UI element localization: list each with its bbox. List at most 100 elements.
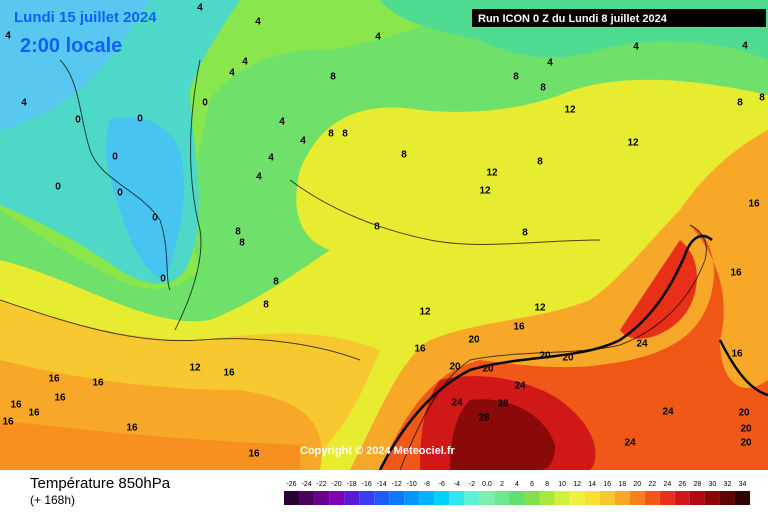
colorbar-label: -6	[439, 481, 445, 488]
contour-label: 16	[223, 368, 235, 379]
colorbar-label: -4	[454, 481, 460, 488]
field-title: Température 850hPa	[30, 475, 171, 492]
colorbar-swatch	[629, 491, 645, 505]
contour-label: 8	[513, 72, 519, 83]
contour-label: 8	[235, 227, 241, 238]
colorbar-swatch	[464, 491, 480, 505]
colorbar-swatch	[329, 491, 345, 505]
colorbar-swatch	[344, 491, 360, 505]
colorbar-swatch	[569, 491, 585, 505]
contour-label: 20	[468, 335, 480, 346]
colorbar-label: 6	[530, 481, 534, 488]
contour-label: 0	[117, 188, 123, 199]
contour-label: 8	[737, 98, 743, 109]
colorbar-label: -24	[301, 481, 311, 488]
contour-label: 0	[75, 115, 81, 126]
contour-label: 8	[537, 157, 543, 168]
contour-label: 4	[5, 31, 11, 42]
colorbar-label: -10	[407, 481, 417, 488]
colorbar-swatch	[509, 491, 525, 505]
run-info: Run ICON 0 Z du Lundi 8 juillet 2024	[478, 13, 668, 25]
colorbar-label: 18	[618, 481, 626, 488]
contour-label: 0	[137, 114, 143, 125]
colorbar-label: -12	[392, 481, 402, 488]
contour-label: 16	[48, 374, 60, 385]
colorbar-label: 8	[545, 481, 549, 488]
colorbar-label: -8	[424, 481, 430, 488]
contour-label: 0	[160, 274, 166, 285]
colorbar-swatch	[704, 491, 720, 505]
contour-label: 8	[401, 150, 407, 161]
contour-label: 24	[636, 339, 648, 350]
colorbar-swatch	[719, 491, 735, 505]
contour-label: 16	[731, 349, 743, 360]
contour-label: 12	[534, 303, 546, 314]
colorbar-swatch	[524, 491, 540, 505]
colorbar-swatch	[734, 491, 750, 505]
colorbar-swatch	[284, 491, 300, 505]
contour-label: 12	[564, 105, 576, 116]
contour-label: 4	[375, 32, 381, 43]
contour-label: 16	[730, 268, 742, 279]
colorbar-label: 10	[558, 481, 566, 488]
contour-label: 4	[256, 172, 262, 183]
contour-label: 12	[479, 186, 491, 197]
colorbar-label: -16	[362, 481, 372, 488]
colorbar-swatch	[419, 491, 435, 505]
contour-label: 16	[54, 393, 66, 404]
colorbar: -26 -24 -22 -20 -18 -16 -14 -12 -10 -8 -6 -4 -2 0.0 2 4…	[284, 481, 750, 505]
colorbar-swatch	[599, 491, 615, 505]
contour-label: 20	[738, 408, 750, 419]
colorbar-label: 34	[739, 481, 747, 488]
contour-label: 4	[547, 58, 553, 69]
colorbar-label: 20	[633, 481, 641, 488]
colorbar-label: 4	[515, 481, 519, 488]
colorbar-swatch	[314, 491, 330, 505]
colorbar-label: -18	[347, 481, 357, 488]
contour-label: 28	[478, 413, 490, 424]
colorbar-label: 32	[724, 481, 732, 488]
contour-label: 8	[239, 238, 245, 249]
copyright: Copyright © 2024 Meteociel.fr	[300, 445, 456, 457]
contour-label: 4	[268, 153, 274, 164]
colorbar-swatch	[374, 491, 390, 505]
colorbar-label: 14	[588, 481, 596, 488]
contour-label: 4	[197, 3, 203, 14]
run-banner	[472, 9, 766, 27]
colorbar-swatch	[659, 491, 675, 505]
contour-label: 12	[627, 138, 639, 149]
contour-label: 4	[242, 57, 248, 68]
colorbar-label: 12	[573, 481, 581, 488]
colorbar-label: 24	[663, 481, 671, 488]
colorbar-label: -22	[317, 481, 327, 488]
contour-label: 16	[414, 344, 426, 355]
contour-label: 24	[451, 398, 463, 409]
contour-label: 16	[2, 417, 14, 428]
contour-label: 8	[522, 228, 528, 239]
contour-label: 4	[229, 68, 235, 79]
contour-label: 8	[759, 93, 765, 104]
contour-label: 8	[330, 72, 336, 83]
colorbar-swatch	[674, 491, 690, 505]
temperature-field	[0, 0, 768, 470]
contour-label: 24	[624, 438, 636, 449]
contour-label: 8	[374, 222, 380, 233]
contour-label: 8	[540, 83, 546, 94]
colorbar-label: -20	[332, 481, 342, 488]
contour-label: 28	[497, 399, 509, 410]
contour-label: 16	[10, 400, 22, 411]
colorbar-label: -26	[286, 481, 296, 488]
contour-label: 8	[342, 129, 348, 140]
contour-label: 16	[248, 449, 260, 460]
contour-label: 16	[126, 423, 138, 434]
colorbar-swatch	[479, 491, 495, 505]
contour-label: 12	[486, 168, 498, 179]
colorbar-label: 28	[693, 481, 701, 488]
valid-date: Lundi 15 juillet 2024	[14, 9, 157, 26]
contour-label: 20	[562, 353, 574, 364]
contour-label: 24	[514, 381, 526, 392]
contour-label: 0	[112, 152, 118, 163]
